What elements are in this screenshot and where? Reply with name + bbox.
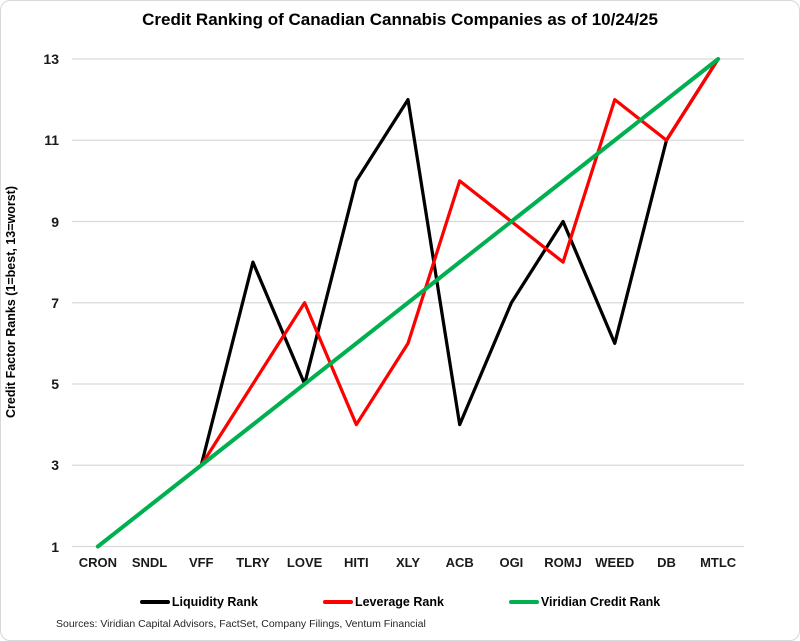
x-axis-label: MTLC xyxy=(700,555,737,570)
x-axis-label: DB xyxy=(657,555,676,570)
legend-line-swatch xyxy=(139,600,170,604)
series-line-leverage-rank xyxy=(199,57,720,467)
x-axis-label: VFF xyxy=(188,555,214,570)
x-axis-label: WEED xyxy=(595,555,635,570)
legend-item-viridian-credit-rank: Viridian Credit Rank xyxy=(508,595,661,609)
x-axis-label: CRON xyxy=(78,555,117,570)
x-axis-label: XLY xyxy=(395,555,421,570)
y-tick-label: 9 xyxy=(51,213,59,230)
x-axis-label: ACB xyxy=(445,555,474,570)
y-tick-label: 11 xyxy=(44,132,59,149)
legend-label: Viridian Credit Rank xyxy=(540,595,661,609)
y-tick-label: 5 xyxy=(51,376,59,392)
legend-item-liquidity-rank: Liquidity Rank xyxy=(139,595,258,609)
y-tick-label: 3 xyxy=(51,457,59,474)
series-line-viridian-credit-rank xyxy=(95,57,721,549)
legend-label: Leverage Rank xyxy=(354,595,444,609)
legend-line-swatch xyxy=(508,600,539,604)
legend-item-leverage-rank: Leverage Rank xyxy=(322,595,444,609)
series-line-liquidity-rank xyxy=(199,57,720,467)
footer-sources: Sources: Viridian Capital Advisors, Fact… xyxy=(56,618,426,630)
y-tick-label: 7 xyxy=(51,294,59,311)
chart-title: Credit Ranking of Canadian Cannabis Comp… xyxy=(142,10,658,29)
y-tick-label: 1 xyxy=(51,538,59,555)
x-axis-label: LOVE xyxy=(286,555,323,570)
x-axis-label: SNDL xyxy=(131,555,168,570)
legend-label: Liquidity Rank xyxy=(171,595,258,609)
y-tick-label: 13 xyxy=(43,51,59,67)
chart-legend: Liquidity Rank Leverage Rank Viridian Cred… xyxy=(1,595,799,609)
legend-line-swatch xyxy=(322,600,353,604)
x-axis-label: HITI xyxy=(344,555,369,570)
x-axis-label: ROMJ xyxy=(544,555,582,570)
x-axis-label: TLRY xyxy=(236,555,270,570)
x-axis-label: OGI xyxy=(499,555,524,570)
